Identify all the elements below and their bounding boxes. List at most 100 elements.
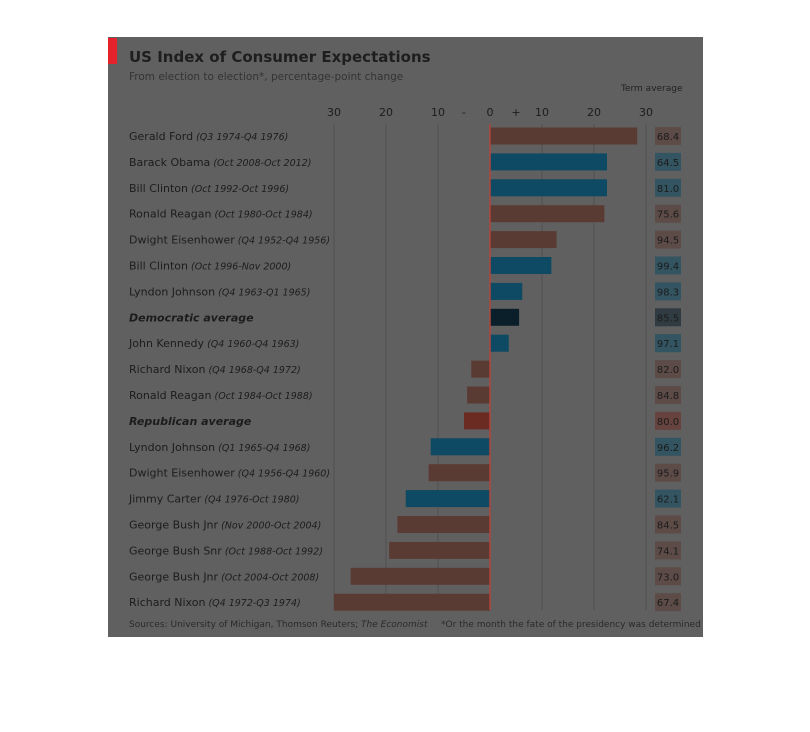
- term-average-value: 99.4: [657, 262, 679, 273]
- term-average-value: 74.1: [657, 546, 679, 557]
- term-average-box: [655, 463, 681, 482]
- term-average-box: [655, 567, 681, 586]
- term-average-value: 64.5: [657, 158, 679, 169]
- x-tick-label: 0: [487, 106, 494, 119]
- term-average-value: 68.4: [657, 132, 679, 143]
- president-name: Richard Nixon: [129, 363, 205, 376]
- president-name: Bill Clinton: [129, 182, 188, 195]
- row-label: Ronald Reagan (Oct 1980-Oct 1984): [129, 208, 313, 221]
- term-average-box: [655, 593, 681, 612]
- bar: [334, 593, 490, 611]
- term-average-value: 80.0: [657, 417, 679, 428]
- bar: [428, 464, 490, 482]
- term-dates: (Oct 1992-Oct 1996): [188, 184, 289, 195]
- term-average-value: 62.1: [657, 495, 679, 506]
- row-label: Democratic average: [129, 311, 254, 324]
- bar: [490, 282, 523, 300]
- term-average-value: 84.5: [657, 521, 679, 532]
- term-dates: (Q1 1965-Q4 1968): [215, 443, 310, 454]
- president-name: Republican average: [129, 415, 252, 428]
- term-average-box: [655, 308, 681, 327]
- bar: [490, 205, 605, 223]
- term-average-value: 82.0: [657, 365, 679, 376]
- bar: [397, 516, 490, 533]
- row-label: Jimmy Carter (Q4 1976-Oct 1980): [128, 493, 300, 506]
- row-label: Bill Clinton (Oct 1992-Oct 1996): [129, 182, 289, 195]
- president-name: Ronald Reagan: [129, 389, 212, 402]
- term-average-value: 98.3: [657, 287, 679, 298]
- bar: [490, 231, 557, 249]
- term-average-box: [655, 152, 681, 171]
- bar: [430, 438, 490, 456]
- bar: [490, 127, 638, 145]
- term-average-value: 75.6: [657, 210, 679, 221]
- term-average-box: [655, 282, 681, 301]
- row-label: Barack Obama (Oct 2008-Oct 2012): [129, 156, 311, 169]
- president-name: Richard Nixon: [129, 596, 205, 609]
- term-average-value: 95.9: [657, 469, 679, 480]
- row-label: George Bush Jnr (Oct 2004-Oct 2008): [129, 570, 319, 583]
- row-label: George Bush Snr (Oct 1988-Oct 1992): [129, 544, 323, 557]
- bar: [490, 153, 607, 171]
- term-average-value: 81.0: [657, 184, 679, 195]
- x-tick-label: 20: [379, 106, 393, 119]
- term-average-box: [655, 541, 681, 560]
- bar: [490, 257, 552, 274]
- row-label: John Kennedy (Q4 1960-Q4 1963): [128, 337, 299, 350]
- term-dates: (Q4 1968-Q4 1972): [205, 365, 300, 376]
- term-average-value: 73.0: [657, 572, 679, 583]
- president-name: Barack Obama: [129, 156, 210, 169]
- x-tick-label: -: [462, 106, 466, 119]
- term-average-box: [655, 178, 681, 197]
- chart-title: US Index of Consumer Expectations: [129, 48, 431, 66]
- president-name: George Bush Snr: [129, 544, 222, 557]
- term-average-box: [655, 256, 681, 275]
- president-name: George Bush Jnr: [129, 570, 219, 583]
- president-name: Lyndon Johnson: [129, 285, 215, 298]
- term-average-box: [655, 437, 681, 456]
- term-dates: (Oct 1988-Oct 1992): [222, 546, 323, 557]
- row-label: Dwight Eisenhower (Q4 1956-Q4 1960): [129, 467, 330, 480]
- term-dates: (Oct 1996-Nov 2000): [188, 262, 291, 273]
- bar: [490, 334, 509, 352]
- term-average-box: [655, 386, 681, 404]
- bar: [490, 308, 520, 326]
- bar: [389, 541, 490, 559]
- row-label: Richard Nixon (Q4 1968-Q4 1972): [129, 363, 301, 376]
- term-dates: (Oct 2008-Oct 2012): [210, 158, 311, 169]
- term-dates: (Oct 1984-Oct 1988): [211, 391, 312, 402]
- term-average-value: 97.1: [657, 339, 679, 350]
- row-label: Lyndon Johnson (Q1 1965-Q4 1968): [129, 441, 310, 454]
- x-tick-label: +: [511, 106, 520, 119]
- bar: [464, 412, 490, 430]
- president-name: Democratic average: [129, 311, 254, 324]
- x-tick-label: 20: [587, 106, 601, 119]
- row-label: Ronald Reagan (Oct 1984-Oct 1988): [129, 389, 313, 402]
- term-dates: (Oct 1980-Oct 1984): [211, 210, 312, 221]
- chart-subtitle: From election to election*, percentage-p…: [129, 71, 404, 83]
- term-average-box: [655, 489, 681, 508]
- row-label: Republican average: [129, 415, 252, 428]
- row-label: Gerald Ford (Q3 1974-Q4 1976): [129, 130, 288, 143]
- term-dates: (Q3 1974-Q4 1976): [193, 132, 288, 143]
- brand-accent-bar: [108, 38, 117, 64]
- term-average-value: 84.8: [657, 391, 679, 402]
- x-tick-label: 30: [327, 106, 341, 119]
- president-name: Jimmy Carter: [128, 493, 202, 506]
- row-label: Lyndon Johnson (Q4 1963-Q1 1965): [129, 285, 310, 298]
- row-label: Richard Nixon (Q4 1972-Q3 1974): [129, 596, 301, 609]
- term-dates: (Q4 1963-Q1 1965): [215, 287, 310, 298]
- term-dates: (Nov 2000-Oct 2004): [218, 521, 321, 532]
- president-name: Dwight Eisenhower: [129, 234, 235, 247]
- bar: [467, 386, 490, 404]
- term-average-header: Term average: [621, 84, 683, 94]
- president-name: Lyndon Johnson: [129, 441, 215, 454]
- term-average-box: [655, 411, 681, 430]
- bar: [490, 179, 607, 197]
- term-dates: (Q4 1976-Oct 1980): [201, 495, 299, 506]
- term-average-box: [655, 230, 681, 249]
- row-label: Bill Clinton (Oct 1996-Nov 2000): [129, 260, 291, 273]
- x-tick-label: 30: [639, 106, 653, 119]
- president-name: Dwight Eisenhower: [129, 467, 235, 480]
- x-tick-label: 10: [431, 106, 445, 119]
